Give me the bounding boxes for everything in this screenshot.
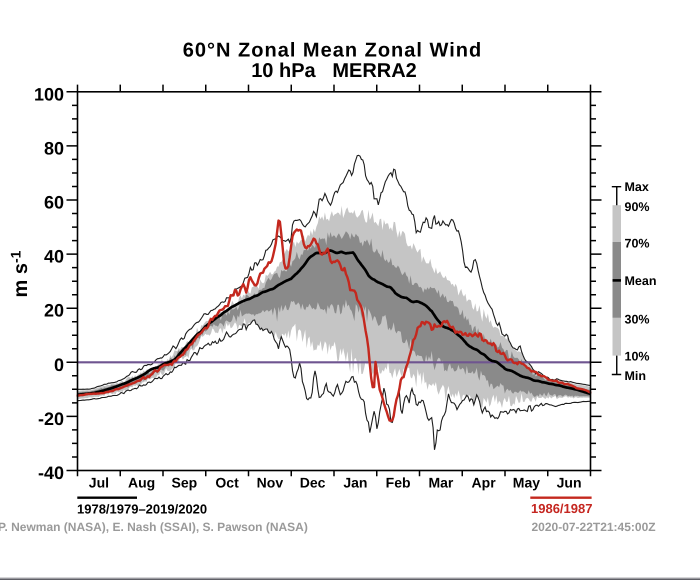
svg-text:2020-07-22T21:45:00Z: 2020-07-22T21:45:00Z	[532, 520, 656, 534]
svg-text:100: 100	[34, 84, 64, 104]
svg-text:70%: 70%	[625, 237, 650, 251]
svg-text:Mean: Mean	[625, 274, 657, 288]
svg-text:10 hPa MERRA2: 10 hPa MERRA2	[251, 60, 417, 82]
svg-text:0: 0	[54, 355, 64, 375]
svg-text:90%: 90%	[625, 200, 650, 214]
svg-text:Max: Max	[625, 180, 649, 194]
svg-text:Jul: Jul	[89, 475, 109, 491]
svg-text:Apr: Apr	[472, 475, 497, 491]
svg-text:1978/1979–2019/2020: 1978/1979–2019/2020	[77, 502, 207, 517]
svg-text:1986/1987: 1986/1987	[531, 501, 592, 516]
svg-text:Min: Min	[625, 369, 647, 383]
svg-text:-40: -40	[38, 463, 64, 483]
svg-text:P. Newman (NASA), E. Nash (SSA: P. Newman (NASA), E. Nash (SSAI), S. Paw…	[0, 520, 308, 534]
svg-text:10%: 10%	[625, 350, 650, 364]
svg-text:Oct: Oct	[215, 475, 239, 491]
svg-text:60°N Zonal Mean Zonal Wind: 60°N Zonal Mean Zonal Wind	[183, 40, 482, 62]
svg-text:40: 40	[44, 247, 64, 267]
svg-text:Aug: Aug	[128, 475, 155, 491]
svg-text:Jun: Jun	[557, 475, 582, 491]
svg-text:Sep: Sep	[172, 475, 198, 491]
svg-text:60: 60	[44, 193, 64, 213]
svg-text:20: 20	[44, 301, 64, 321]
svg-text:Feb: Feb	[386, 475, 411, 491]
svg-text:Nov: Nov	[257, 475, 284, 491]
svg-text:80: 80	[44, 138, 64, 158]
svg-text:Mar: Mar	[428, 475, 453, 491]
svg-text:Jan: Jan	[343, 475, 367, 491]
svg-text:-20: -20	[38, 409, 64, 429]
svg-text:May: May	[513, 475, 540, 491]
svg-text:Dec: Dec	[300, 475, 326, 491]
svg-text:30%: 30%	[625, 312, 650, 326]
